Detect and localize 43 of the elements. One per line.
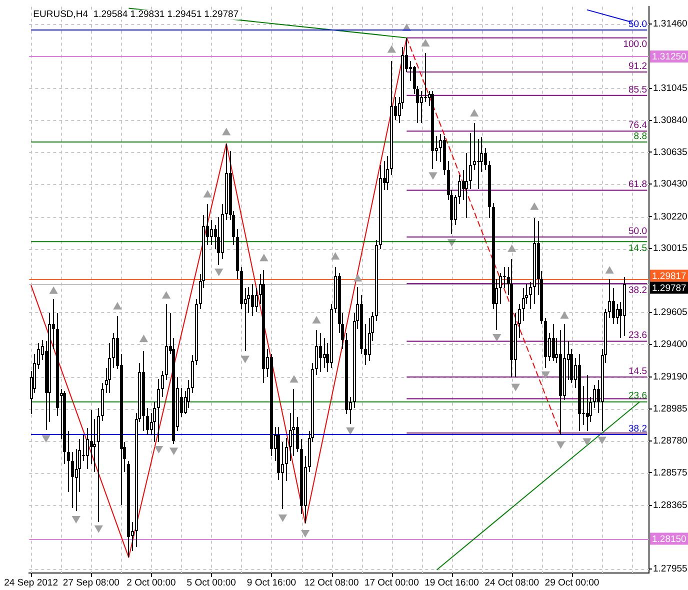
y-tick-label: 1.30220 [653, 211, 688, 222]
x-tick-label: 19 Oct 16:00 [424, 577, 479, 588]
x-tick-label: 5 Oct 00:00 [186, 577, 236, 588]
ref-line-label: 1.28150 [652, 534, 686, 545]
y-tick-label: 1.31460 [653, 18, 688, 30]
x-tick-label: 17 Oct 00:00 [364, 577, 419, 588]
series-label: 50.0 [628, 18, 647, 30]
y-tick-label: 1.30430 [653, 178, 688, 190]
x-tick-label: 12 Oct 08:00 [304, 577, 359, 588]
series-label: 100.0 [623, 39, 647, 50]
y-tick-label: 1.29605 [653, 307, 688, 318]
x-tick-label: 9 Oct 16:00 [246, 577, 296, 588]
y-tick-label: 1.31045 [653, 83, 688, 94]
ref-line-label: 1.29817 [652, 270, 686, 282]
series-label: 38.2 [628, 423, 647, 434]
y-tick-label: 1.30635 [653, 146, 688, 158]
ref-line-label: 1.29787 [652, 282, 686, 294]
x-tick-label: 29 Oct 00:00 [544, 577, 600, 588]
x-tick-label: 27 Sep 08:00 [62, 577, 120, 588]
series-label: 50.0 [628, 226, 647, 237]
chart-title: EURUSD,H4 1.29584 1.29831 1.29451 1.29787 [33, 9, 239, 20]
series-label: 91.2 [628, 60, 647, 72]
x-tick-label: 24 Oct 08:00 [484, 577, 540, 588]
series-label: 14.5 [628, 242, 647, 254]
series-label: 76.4 [628, 120, 647, 132]
y-tick-label: 1.28985 [653, 403, 688, 414]
y-tick-label: 1.27955 [653, 564, 688, 575]
series-label: 38.2 [628, 285, 647, 296]
ref-line-label: 1.31250 [652, 52, 686, 63]
y-tick-label: 1.29400 [653, 338, 688, 350]
series-label: 85.5 [628, 84, 647, 96]
x-tick-label: 24 Sep 2012 [4, 577, 58, 588]
series-label: 61.8 [628, 179, 647, 190]
y-tick-label: 1.28365 [653, 500, 688, 511]
y-tick-label: 1.30840 [653, 114, 688, 126]
y-tick-label: 1.30015 [653, 243, 688, 254]
y-tick-label: 1.29190 [653, 372, 688, 383]
y-tick-label: 1.28780 [653, 435, 688, 446]
series-label: 14.5 [628, 366, 647, 377]
y-tick-label: 1.28575 [653, 467, 688, 478]
series-label: 23.6 [628, 330, 647, 342]
series-label: 8.8 [634, 130, 647, 142]
x-tick-label: 2 Oct 00:00 [126, 577, 176, 588]
